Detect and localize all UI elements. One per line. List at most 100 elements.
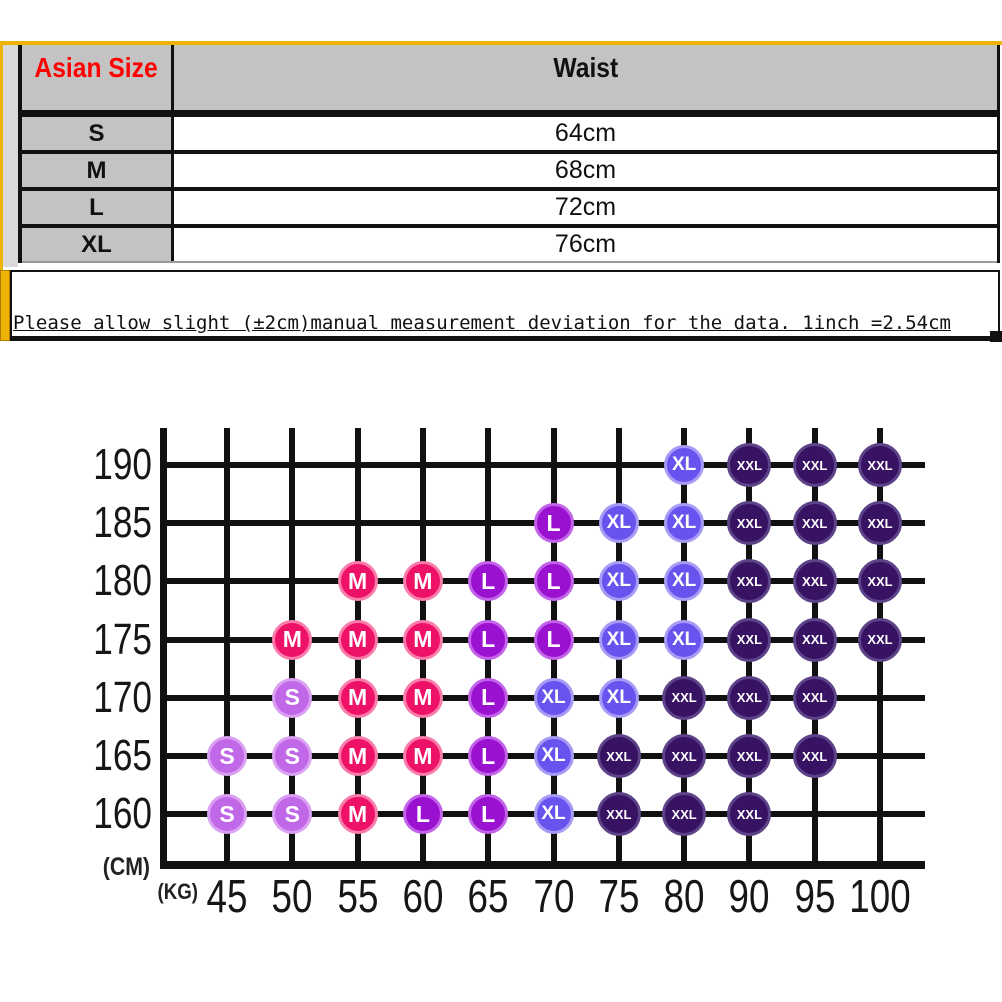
size-dot: L (468, 561, 509, 602)
size-dot: L (468, 619, 509, 660)
size-dot: L (402, 794, 443, 835)
y-tick-label: 160 (93, 789, 152, 839)
table-top-accent-line (0, 41, 1002, 45)
waist-value: 72cm (174, 191, 997, 224)
size-dot: XXL (596, 734, 641, 778)
size-dot: XXL (662, 675, 707, 720)
size-dot: XXL (792, 443, 837, 487)
size-dot: S (272, 736, 313, 776)
size-dot: L (533, 619, 574, 660)
x-tick-label: 80 (663, 870, 705, 922)
x-tick-label: 45 (206, 870, 248, 922)
size-dot: M (337, 794, 378, 835)
size-dot: XXL (727, 617, 772, 662)
size-dot: S (272, 677, 313, 718)
table-row: M 68cm (22, 154, 997, 191)
size-dot: XL (664, 619, 705, 660)
table-row: L 72cm (22, 191, 997, 228)
y-tick-label: 180 (93, 556, 152, 606)
x-tick-label: 100 (849, 870, 911, 922)
size-dot: S (272, 794, 313, 835)
size-dot: XXL (858, 501, 902, 546)
size-dot: XXL (727, 559, 772, 604)
x-tick-label: 65 (467, 870, 509, 922)
size-dot: XXL (858, 617, 902, 662)
size-dot: XXL (662, 734, 707, 778)
y-tick-label: 170 (93, 672, 152, 722)
table-header-waist-text: Waist (553, 52, 618, 83)
grid-vline (224, 428, 230, 865)
y-tick-label: 175 (93, 614, 152, 664)
size-dot: M (337, 677, 378, 718)
size-dot: XXL (858, 559, 902, 604)
size-dot: XXL (727, 734, 772, 778)
waist-value: 76cm (174, 228, 997, 261)
grid-hline (160, 462, 925, 468)
x-tick-label: 55 (337, 870, 379, 922)
size-dot: XL (664, 503, 705, 544)
size-dot: M (337, 561, 378, 602)
measurement-note: Please allow slight (±2cm)manual measure… (13, 312, 951, 334)
x-tick-label: 90 (728, 870, 770, 922)
size-dot: XL (598, 677, 639, 718)
size-dot: M (402, 677, 443, 718)
size-label: L (22, 191, 174, 224)
y-tick-label: 185 (93, 498, 152, 548)
x-tick-label: 50 (271, 870, 313, 922)
note-accent-strip (0, 270, 10, 341)
size-dot: M (337, 619, 378, 660)
x-tick-label: 95 (794, 870, 836, 922)
size-dot: XXL (792, 617, 837, 662)
y-axis-unit-label: (CM) (102, 853, 150, 881)
size-dot: L (533, 503, 574, 544)
table-header-waist: Waist (174, 45, 997, 110)
size-dot: M (272, 619, 313, 660)
size-dot: M (337, 736, 378, 776)
size-dot: XXL (792, 501, 837, 546)
size-label: S (22, 117, 174, 150)
table-row: S 64cm (22, 117, 997, 154)
size-dot: M (402, 619, 443, 660)
size-dot: XL (533, 677, 574, 718)
size-dot: XXL (792, 675, 837, 720)
size-dot: XXL (596, 792, 641, 837)
x-axis-unit-label: (KG) (157, 879, 198, 904)
size-table: Asian Size Waist S 64cm M 68cm L 72cm XL… (18, 45, 1000, 263)
x-tick-label: 60 (402, 870, 444, 922)
size-dot: L (468, 794, 509, 835)
waist-value: 68cm (174, 154, 997, 187)
size-dot: XXL (792, 559, 837, 604)
size-dot: XXL (858, 443, 902, 487)
size-dot: L (468, 677, 509, 718)
size-table-header-row: Asian Size Waist (22, 45, 997, 117)
size-dot: XXL (727, 443, 772, 487)
size-dot: XXL (727, 675, 772, 720)
size-label: XL (22, 228, 174, 261)
note-box: Please allow slight (±2cm)manual measure… (10, 270, 1000, 341)
y-axis-line (160, 428, 167, 869)
size-dot: XXL (727, 501, 772, 546)
size-dot: XL (533, 736, 574, 776)
waist-value: 64cm (174, 117, 997, 150)
left-margin-strip (3, 45, 18, 267)
size-dot: XL (533, 794, 574, 835)
size-dot: M (402, 561, 443, 602)
table-header-asian-size: Asian Size (22, 45, 174, 110)
left-accent-line (0, 45, 3, 270)
size-label: M (22, 154, 174, 187)
y-tick-label: 165 (93, 731, 152, 780)
size-dot: L (533, 561, 574, 602)
size-dot: M (402, 736, 443, 776)
size-dot: XL (664, 445, 705, 485)
size-dot: XXL (662, 792, 707, 837)
size-dot: S (207, 794, 247, 835)
y-tick-label: 190 (93, 440, 152, 489)
size-dot: XL (598, 561, 639, 602)
size-dot: L (468, 736, 509, 776)
x-tick-label: 70 (533, 870, 574, 922)
size-dot: XL (664, 561, 705, 602)
size-dot: S (207, 736, 247, 776)
size-dot: XXL (727, 792, 772, 837)
